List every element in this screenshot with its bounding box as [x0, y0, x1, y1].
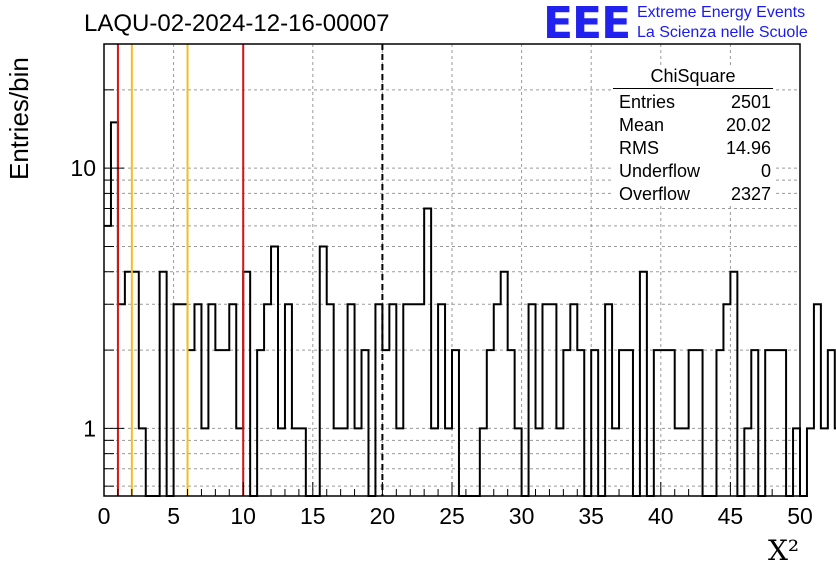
- stat-value: 20.02: [725, 115, 771, 135]
- stat-label: Entries: [619, 92, 676, 112]
- x-tick-label: 40: [648, 503, 674, 529]
- y-tick-label: 1: [83, 415, 96, 441]
- stat-row-mean: Mean 20.02: [611, 114, 775, 137]
- stats-title: ChiSquare: [613, 66, 773, 89]
- marker-lines: [116, 44, 384, 496]
- x-axis-label: X²: [768, 534, 800, 567]
- stat-row-rms: RMS 14.96: [611, 137, 775, 160]
- stat-value: 2501: [730, 92, 771, 112]
- x-tick-label: 5: [167, 503, 180, 529]
- y-axis-label: Entries/bin: [4, 57, 34, 180]
- stat-label: Overflow: [619, 184, 691, 204]
- stat-value: 14.96: [725, 138, 771, 158]
- x-tick-label: 20: [370, 503, 396, 529]
- stat-row-entries: Entries 2501: [611, 91, 775, 114]
- histogram-title: LAQU-02-2024-12-16-00007: [84, 10, 390, 37]
- stats-box: ChiSquare Entries 2501 Mean 20.02 RMS 14…: [611, 66, 775, 206]
- x-tick-label: 0: [98, 503, 111, 529]
- stat-row-underflow: Underflow 0: [611, 160, 775, 183]
- logo-text-line1: Extreme Energy Events: [637, 4, 806, 21]
- axes: 0 5 10 15 20 25 30 35 40 45 50 1 10: [70, 43, 813, 529]
- histogram-outline: [104, 121, 836, 497]
- histogram-series: [104, 121, 836, 497]
- stat-value: 2327: [730, 184, 771, 204]
- x-tick-label: 35: [578, 503, 604, 529]
- x-tick-label: 25: [439, 503, 465, 529]
- x-tick-label: 10: [230, 503, 256, 529]
- x-tick-label: 30: [509, 503, 535, 529]
- stat-label: Underflow: [619, 161, 701, 181]
- x-tick-label: 15: [300, 503, 326, 529]
- stat-label: Mean: [619, 115, 665, 135]
- x-tick-label: 50: [787, 503, 813, 529]
- eee-logo: EEE: [543, 0, 631, 49]
- stat-value: 0: [760, 161, 771, 181]
- y-tick-label: 10: [70, 155, 96, 181]
- x-tick-label: 45: [718, 503, 744, 529]
- logo-text-line2: La Scienza nelle Scuole: [637, 24, 808, 41]
- stat-row-overflow: Overflow 2327: [611, 183, 775, 206]
- stat-label: RMS: [619, 138, 659, 158]
